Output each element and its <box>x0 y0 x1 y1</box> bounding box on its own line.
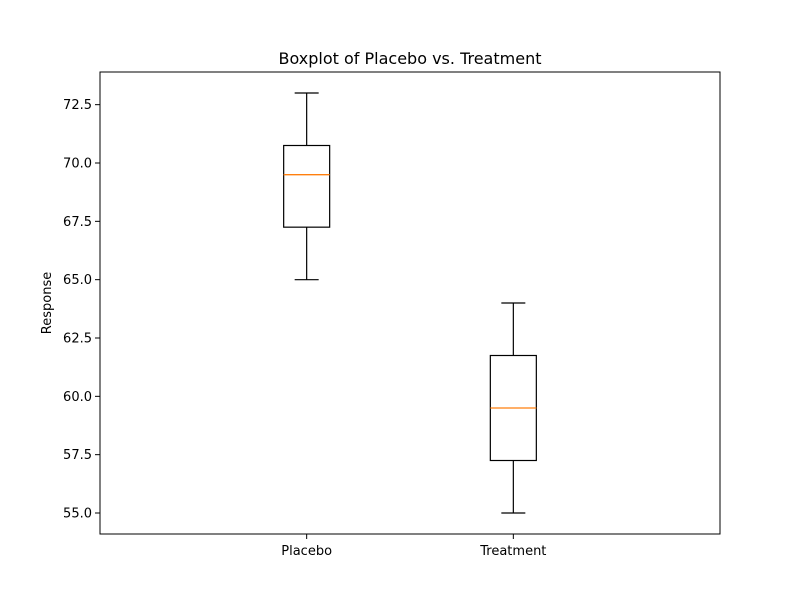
iqr-box <box>283 144 331 228</box>
y-tick-label: 62.5 <box>63 332 92 347</box>
y-tick-label: 65.0 <box>63 273 92 288</box>
y-tick-label: 60.0 <box>63 390 92 405</box>
y-tick-label: 70.0 <box>63 157 92 172</box>
y-tick-label: 55.0 <box>63 507 92 522</box>
y-tick-label: 57.5 <box>63 448 92 463</box>
x-tick-label: Placebo <box>281 544 332 559</box>
chart-title: Boxplot of Placebo vs. Treatment <box>279 49 542 68</box>
y-tick-label: 67.5 <box>63 215 92 230</box>
x-tick-label: Treatment <box>479 544 546 559</box>
y-axis-label: Response <box>40 272 55 334</box>
y-tick-label: 72.5 <box>63 98 92 113</box>
plot-frame <box>99 71 721 535</box>
plot-area: 55.0 57.5 60.0 62.5 65.0 67.5 70.0 72.5 Placebo T… <box>63 92 546 559</box>
